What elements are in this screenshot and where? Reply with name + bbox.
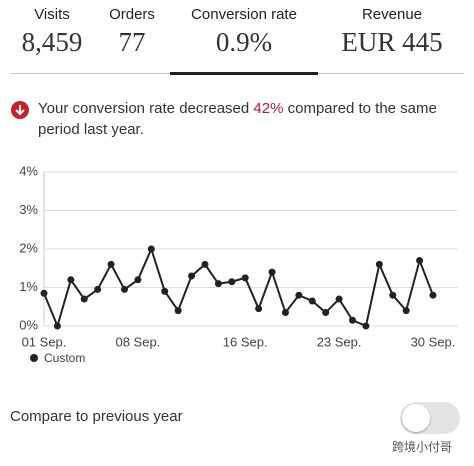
tab[interactable]: Conversion rate 0.9% — [170, 6, 318, 58]
point — [402, 307, 410, 315]
x-tick-label: 01 Sep. — [22, 334, 67, 349]
point — [281, 309, 289, 317]
point — [134, 276, 142, 284]
point — [429, 291, 437, 299]
point — [295, 291, 303, 299]
y-tick-label: 4% — [19, 163, 38, 178]
tab-value: 8,459 — [21, 27, 83, 57]
point — [161, 287, 169, 295]
point — [228, 278, 236, 286]
alert-text: compared to the same period last year. — [38, 100, 437, 138]
point — [174, 307, 182, 315]
point — [362, 322, 370, 330]
point — [188, 272, 196, 280]
point — [147, 245, 155, 253]
point — [94, 285, 102, 293]
toggle[interactable] — [400, 402, 460, 434]
toggle-knob — [402, 404, 430, 432]
compare-label: Compare to previous year — [10, 408, 183, 425]
tab-value: EUR 445 — [341, 27, 443, 57]
point — [268, 268, 276, 276]
point — [40, 289, 48, 297]
alert-text: Your conversion rate decreased — [38, 100, 254, 117]
point — [67, 276, 75, 284]
point — [53, 322, 61, 330]
tab[interactable]: Orders 77 — [96, 6, 168, 58]
y-tick-label: 0% — [19, 317, 38, 332]
point — [308, 297, 316, 305]
x-tick-label: 08 Sep. — [115, 334, 160, 349]
tab[interactable]: Revenue EUR 445 — [322, 6, 462, 58]
point — [107, 260, 115, 268]
y-tick-label: 1% — [19, 279, 38, 294]
legend-label: Custom — [44, 351, 85, 365]
tab-label: Orders — [109, 6, 155, 23]
point — [349, 316, 357, 324]
point — [416, 257, 424, 265]
point — [214, 280, 222, 288]
tab-value: 0.9% — [215, 27, 273, 57]
point — [335, 295, 343, 303]
x-tick-label: 16 Sep. — [223, 334, 268, 349]
point — [255, 305, 263, 313]
x-tick-label: 30 Sep. — [411, 334, 456, 349]
point — [389, 291, 397, 299]
point — [241, 274, 249, 282]
point — [120, 285, 128, 293]
chart: 0% 1% 2% 3% 4% 01 Sep. 08 Sep. 16 Sep. 23 Sep. 30… — [19, 163, 458, 365]
tab-label: Visits — [34, 6, 70, 23]
tab-label: Conversion rate — [191, 6, 297, 23]
line — [43, 246, 434, 330]
point — [80, 295, 88, 303]
tab-label: Revenue — [361, 6, 423, 23]
x-tick-label: 23 Sep. — [317, 334, 362, 349]
tab[interactable]: Visits 8,459 — [12, 6, 92, 58]
tab-value: 77 — [118, 27, 146, 57]
point — [201, 260, 209, 268]
y-tick-label: 3% — [19, 202, 38, 217]
watermark: 跨境小付哥 — [392, 440, 453, 454]
point — [375, 260, 383, 268]
alert-highlight: 42% — [253, 100, 284, 117]
alert-icon — [11, 101, 29, 119]
y-tick-label: 2% — [19, 240, 38, 255]
point — [322, 309, 330, 317]
tab-underline — [170, 72, 318, 75]
legend-marker — [30, 354, 38, 362]
alert-text: Your conversion rate decreased 42% compa… — [38, 98, 458, 140]
